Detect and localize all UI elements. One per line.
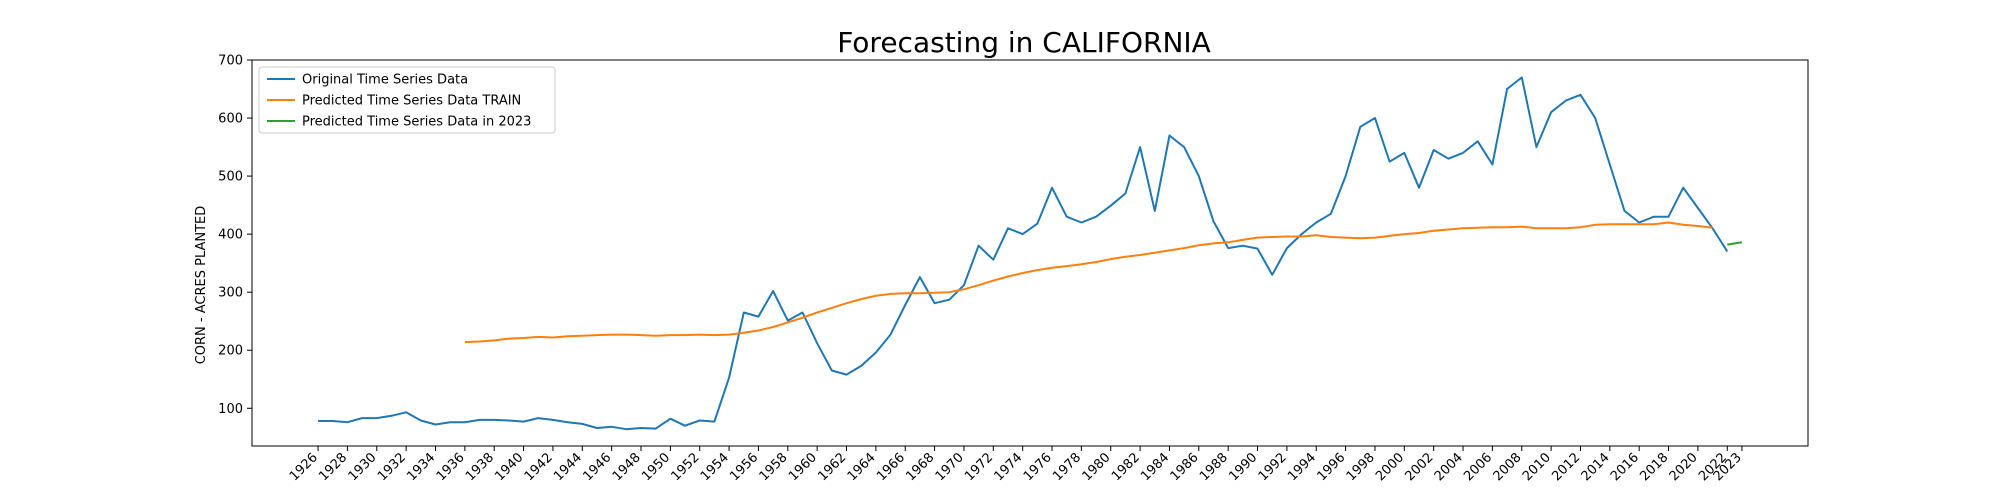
y-axis-label: CORN - ACRES PLANTED bbox=[194, 206, 209, 365]
axes-frame bbox=[251, 59, 1809, 447]
legend: Original Time Series Data Predicted Time … bbox=[258, 66, 556, 134]
y-tick-label: 100 bbox=[218, 402, 243, 417]
legend-label-3: Predicted Time Series Data in 2023 bbox=[302, 115, 531, 130]
y-tick-label: 600 bbox=[218, 112, 243, 127]
legend-box bbox=[258, 66, 556, 134]
y-axis: 100 200 300 400 500 600 700 bbox=[218, 54, 252, 417]
y-tick-label: 400 bbox=[218, 228, 243, 243]
series-layer bbox=[318, 76, 1743, 431]
chart-title: Forecasting in CALIFORNIA bbox=[837, 26, 1211, 59]
y-tick-label: 700 bbox=[218, 54, 243, 69]
legend-label-2: Predicted Time Series Data TRAIN bbox=[302, 94, 521, 109]
y-tick-label: 300 bbox=[218, 286, 243, 301]
plot-area bbox=[251, 59, 1809, 447]
series-line-1 bbox=[318, 76, 1729, 431]
y-tick-label: 500 bbox=[218, 170, 243, 185]
legend-label-1: Original Time Series Data bbox=[302, 73, 468, 88]
series-line-3 bbox=[1727, 241, 1743, 246]
series-line-2 bbox=[464, 221, 1713, 344]
y-tick-label: 200 bbox=[218, 344, 243, 359]
